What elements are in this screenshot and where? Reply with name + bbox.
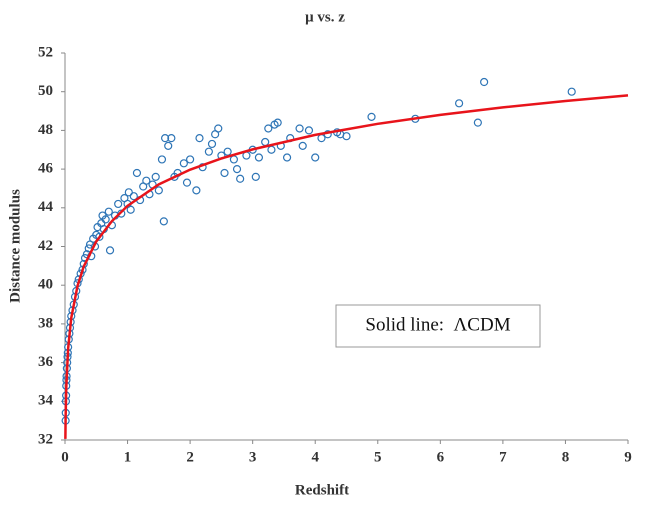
point xyxy=(129,192,138,201)
x-tick-label: 0 xyxy=(61,449,69,465)
point xyxy=(567,87,576,96)
point xyxy=(273,118,282,127)
point xyxy=(342,132,351,141)
point xyxy=(164,141,173,150)
point xyxy=(186,155,195,164)
y-tick-label: 38 xyxy=(38,315,53,331)
point xyxy=(251,172,260,181)
point xyxy=(480,77,489,87)
y-tick-label: 50 xyxy=(38,83,53,99)
y-tick-label: 36 xyxy=(38,354,54,370)
point xyxy=(223,147,232,156)
point xyxy=(160,134,170,143)
x-tick-label: 5 xyxy=(374,449,382,465)
y-tick-label: 44 xyxy=(38,199,54,215)
point xyxy=(455,99,464,108)
y-tick-label: 42 xyxy=(38,238,53,254)
point xyxy=(167,134,176,143)
point xyxy=(126,205,135,214)
x-tick-label: 2 xyxy=(186,449,194,465)
point xyxy=(236,174,245,183)
y-axis-label: Distance modulus xyxy=(7,189,23,303)
y-tick-label: 52 xyxy=(38,44,53,60)
point xyxy=(142,176,151,185)
point xyxy=(132,168,142,178)
point xyxy=(204,147,213,156)
point xyxy=(304,126,314,135)
point xyxy=(282,153,292,162)
point xyxy=(105,246,115,255)
x-tick-label: 4 xyxy=(311,449,319,465)
point xyxy=(179,159,188,168)
point xyxy=(214,124,223,133)
point xyxy=(114,199,123,209)
point xyxy=(151,172,160,181)
point xyxy=(298,141,307,150)
y-tick-label: 34 xyxy=(38,393,54,409)
y-tick-label: 46 xyxy=(38,161,54,177)
point xyxy=(159,217,168,226)
point xyxy=(473,118,482,127)
point xyxy=(95,232,104,241)
point xyxy=(311,153,320,162)
point xyxy=(117,209,126,218)
point xyxy=(104,207,113,216)
x-tick-label: 1 xyxy=(124,449,132,465)
annotation: Solid line: ΛCDM xyxy=(365,314,510,335)
y-tick-label: 48 xyxy=(38,122,53,138)
annotation-box xyxy=(335,304,541,348)
x-tick-label: 8 xyxy=(562,449,570,465)
point xyxy=(182,178,192,187)
point xyxy=(124,188,133,197)
y-tick-label: 32 xyxy=(38,431,53,447)
point xyxy=(220,168,229,178)
fit-line xyxy=(64,94,629,439)
y-tick-label: 40 xyxy=(38,277,53,293)
chart-title: μ vs. z xyxy=(305,9,345,25)
point xyxy=(232,165,242,174)
point xyxy=(295,124,304,133)
point xyxy=(264,124,273,133)
point xyxy=(254,153,264,162)
x-axis-label: Redshift xyxy=(295,482,349,498)
x-tick-label: 3 xyxy=(249,449,257,465)
x-tick-label: 6 xyxy=(437,449,445,465)
point xyxy=(195,134,204,143)
point xyxy=(367,112,376,121)
x-tick-label: 9 xyxy=(624,449,632,465)
point xyxy=(157,155,167,164)
point xyxy=(207,139,217,149)
point xyxy=(101,215,110,224)
x-tick-label: 7 xyxy=(499,449,507,465)
point xyxy=(154,186,163,195)
point xyxy=(192,186,201,195)
